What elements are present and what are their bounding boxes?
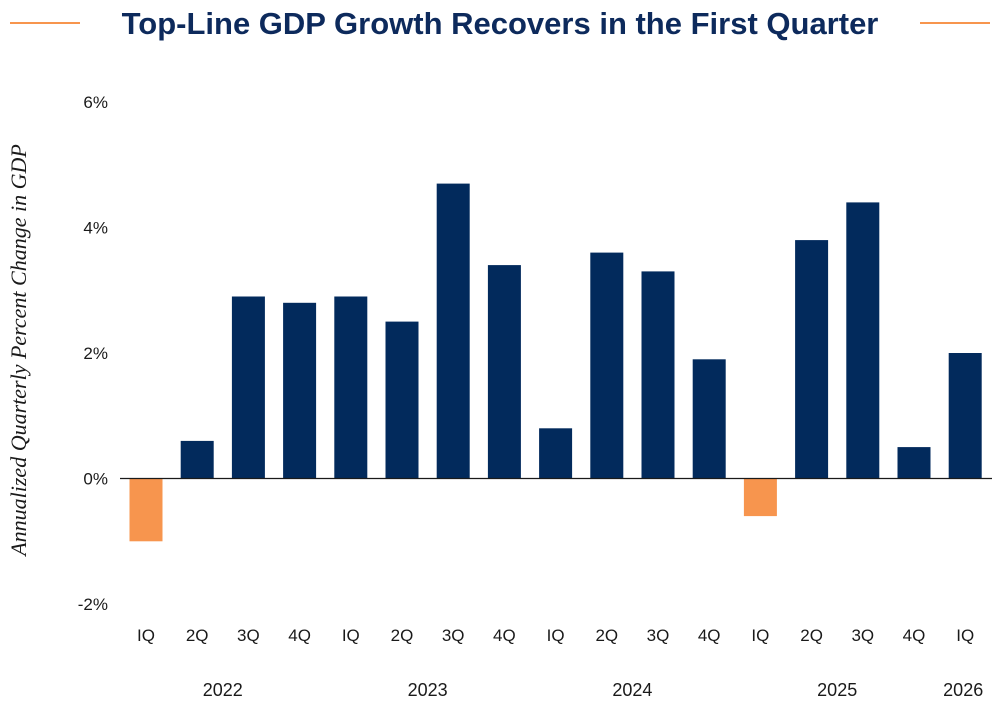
x-tick-label: 4Q — [698, 626, 721, 645]
year-label: 2023 — [408, 680, 448, 700]
y-tick-labels: -2% 0% 2% 4% 6% — [78, 93, 108, 614]
x-tick-label: 2Q — [595, 626, 618, 645]
x-tick-label: 4Q — [288, 626, 311, 645]
y-tick-label: -2% — [78, 595, 108, 614]
x-tick-label: 3Q — [647, 626, 670, 645]
bar — [590, 252, 624, 479]
bar — [846, 202, 880, 479]
bar — [436, 183, 470, 479]
x-tick-label: 3Q — [237, 626, 260, 645]
x-tick-label: 2Q — [391, 626, 414, 645]
x-tick-label: 4Q — [493, 626, 516, 645]
x-tick-label: IQ — [956, 626, 974, 645]
x-tick-label: 3Q — [442, 626, 465, 645]
x-tick-label: IQ — [547, 626, 565, 645]
bar — [692, 359, 726, 479]
y-tick-label: 6% — [83, 93, 108, 112]
bar — [385, 321, 419, 479]
x-tick-label: 2Q — [186, 626, 209, 645]
x-tick-label: IQ — [342, 626, 360, 645]
year-label: 2024 — [612, 680, 652, 700]
bar — [539, 428, 573, 479]
x-tick-label: IQ — [751, 626, 769, 645]
x-tick-labels: IQ 2Q 3Q 4Q IQ 2Q 3Q 4Q IQ 2Q 3Q 4Q IQ 2Q 3Q 4Q IQ — [137, 626, 974, 645]
bar — [487, 265, 521, 479]
year-labels: 2022 2023 2024 2025 2026 — [203, 680, 983, 700]
bars — [129, 183, 982, 542]
y-tick-label: 2% — [83, 344, 108, 363]
y-tick-label: 4% — [83, 219, 108, 238]
bar — [743, 478, 777, 517]
y-axis-label: Annualized Quarterly Percent Change in G… — [6, 144, 31, 558]
year-label: 2022 — [203, 680, 243, 700]
bar — [641, 271, 675, 479]
bar — [795, 240, 829, 479]
bar — [180, 440, 214, 479]
year-label: 2025 — [817, 680, 857, 700]
year-label: 2026 — [943, 680, 983, 700]
bar — [334, 296, 368, 479]
chart-title: Top-Line GDP Growth Recovers in the Firs… — [122, 6, 879, 41]
x-tick-label: IQ — [137, 626, 155, 645]
bar — [231, 296, 265, 479]
x-tick-label: 2Q — [800, 626, 823, 645]
y-tick-label: 0% — [83, 470, 108, 489]
bar — [948, 353, 982, 479]
bar — [283, 302, 317, 479]
bar — [897, 447, 931, 479]
x-tick-label: 3Q — [851, 626, 874, 645]
bar — [129, 478, 163, 542]
x-tick-label: 4Q — [903, 626, 926, 645]
